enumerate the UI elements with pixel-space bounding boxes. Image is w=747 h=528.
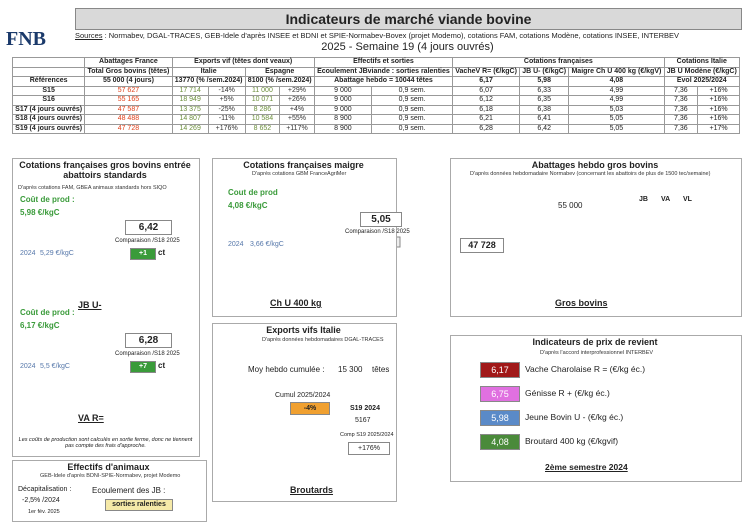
cost-label: Cout de prod bbox=[228, 188, 278, 197]
avg-label: Moy hebdo cumulée : bbox=[248, 365, 325, 374]
comp: +176% bbox=[348, 442, 390, 455]
cost-value: 6,75 bbox=[480, 386, 520, 402]
decap: -2,5% /2024 bbox=[22, 497, 60, 504]
cell: 0,9 sem. bbox=[371, 123, 454, 134]
source: D'après cotations GBM FranceAgriMer bbox=[252, 171, 347, 177]
source: D'après cotations FAM, GBEA animaux stan… bbox=[18, 185, 167, 191]
product: VA R= bbox=[78, 413, 104, 423]
product: Gros bovins bbox=[555, 298, 608, 308]
source: D'après données hebdomadaires DGAL-TRACE… bbox=[262, 337, 384, 343]
product: JB U- bbox=[78, 300, 102, 310]
cost-label: Coût de prod : bbox=[20, 308, 75, 317]
legend-label: VL bbox=[683, 196, 692, 203]
delta: +1 bbox=[130, 248, 156, 260]
cell: 5,05 bbox=[568, 123, 665, 134]
market-table: Abattages France Exports vif (têtes dont… bbox=[11, 57, 741, 134]
avg: 15 300 bbox=[338, 365, 363, 374]
value: 5,05 bbox=[360, 212, 402, 227]
row: S19 (4 jours ouvrés) 47 728 14 269 +176% 8 6… bbox=[11, 123, 740, 134]
prev: 5,29 €/kgC bbox=[40, 250, 74, 257]
decap-label: Décapitalisation : bbox=[18, 486, 72, 493]
cost: 6,17 €/kgC bbox=[20, 321, 60, 330]
comp-label: Comp S19 2025/2024 bbox=[340, 432, 394, 438]
cost-label: Coût de prod : bbox=[20, 195, 75, 204]
source: GEB-Idele d'après BDNI-SPIE-Normabev, pr… bbox=[40, 473, 181, 479]
reference: 55 000 bbox=[558, 201, 583, 210]
cell: 8 900 bbox=[313, 123, 373, 134]
table-body: S15 57 627 17 714 -14% 11 000 +29% 9 000 0,9 se… bbox=[11, 85, 740, 134]
panel-title: Effectifs d'animaux bbox=[67, 462, 150, 472]
row: S17 (4 jours ouvrés) 47 587 13 375 -25% 8 28… bbox=[11, 104, 740, 115]
date: 1er fév. 2025 bbox=[28, 509, 60, 515]
avg-unit: têtes bbox=[372, 365, 390, 374]
source: D'après l'accord interprofessionnel INTE… bbox=[540, 350, 654, 356]
cost-label: Broutard 400 kg (€/kgvif) bbox=[525, 436, 619, 446]
sources-label: Sources bbox=[75, 31, 103, 40]
unit: ct bbox=[158, 361, 166, 370]
cell: 47 728 bbox=[84, 123, 173, 134]
source: D'après données hebdomadaire Normabev (c… bbox=[470, 171, 711, 177]
note: Les coûts de production sont calculés en… bbox=[18, 437, 193, 449]
cost-value: 5,98 bbox=[480, 410, 520, 426]
product: Broutards bbox=[290, 485, 334, 495]
cell: +176% bbox=[207, 123, 246, 134]
panel-title: Exports vifs Italie bbox=[266, 325, 341, 335]
cumul: -4% bbox=[290, 402, 330, 415]
unit: ct bbox=[158, 248, 166, 257]
panel-title: Cotations françaises gros bovins entrée … bbox=[19, 160, 191, 180]
sources-text: : Normabev, DGAL-TRACES, GEB-Idele d'apr… bbox=[102, 31, 680, 40]
cost-label: Jeune Bovin U - (€/kg éc.) bbox=[525, 412, 624, 422]
compare: Comparaison /S18 2025 bbox=[345, 229, 410, 235]
logo: FNB bbox=[6, 28, 46, 50]
prev: 5,5 €/kgC bbox=[40, 363, 70, 370]
ecoul-label: Ecoulement des JB : bbox=[92, 486, 166, 495]
year: 2024 bbox=[20, 250, 36, 257]
sources: Sources : Normabev, DGAL-TRACES, GEB-Ide… bbox=[75, 31, 679, 40]
cost-value: 6,17 bbox=[480, 362, 520, 378]
panel bbox=[450, 158, 742, 317]
title: Indicateurs de marché viande bovine bbox=[75, 8, 742, 30]
panel-title: Indicateurs de prix de revient bbox=[532, 337, 658, 347]
value: 6,28 bbox=[125, 333, 172, 348]
ecoul: sorties ralenties bbox=[105, 499, 173, 511]
cost-value: 4,08 bbox=[480, 434, 520, 450]
value: 47 728 bbox=[460, 238, 504, 253]
delta: +7 bbox=[130, 361, 156, 373]
cost: 4,08 €/kgC bbox=[228, 201, 268, 210]
panel-title: Abattages hebdo gros bovins bbox=[531, 160, 659, 170]
cell: 14 269 bbox=[171, 123, 209, 134]
legend-label: JB bbox=[639, 196, 648, 203]
panel-title: Cotations françaises maigre bbox=[243, 160, 364, 170]
panel bbox=[450, 335, 742, 482]
year: 2024 bbox=[228, 241, 244, 248]
compare: Comparaison /S18 2025 bbox=[115, 351, 180, 357]
cumul-label: Cumul 2025/2024 bbox=[275, 392, 331, 399]
compare: Comparaison /S18 2025 bbox=[115, 238, 180, 244]
year: 2024 bbox=[20, 363, 36, 370]
panel bbox=[212, 158, 397, 317]
product: Ch U 400 kg bbox=[270, 298, 322, 308]
value: 6,42 bbox=[125, 220, 172, 235]
cell: 6,42 bbox=[519, 123, 570, 134]
panel bbox=[12, 158, 200, 457]
cost-label: Génisse R + (€/kg éc.) bbox=[525, 388, 610, 398]
week: 2025 - Semaine 19 (4 jours ouvrés) bbox=[321, 41, 494, 53]
prev-label: S19 2024 bbox=[350, 405, 380, 412]
cell: +17% bbox=[697, 123, 740, 134]
period: 2ème semestre 2024 bbox=[545, 462, 628, 472]
prev: 3,66 €/kgC bbox=[250, 241, 284, 248]
legend-label: VA bbox=[661, 196, 671, 203]
cost-label: Vache Charolaise R = (€/kg éc.) bbox=[525, 364, 646, 374]
cost: 5,98 €/kgC bbox=[20, 208, 60, 217]
prev: 5167 bbox=[355, 417, 371, 424]
panel bbox=[12, 460, 207, 522]
